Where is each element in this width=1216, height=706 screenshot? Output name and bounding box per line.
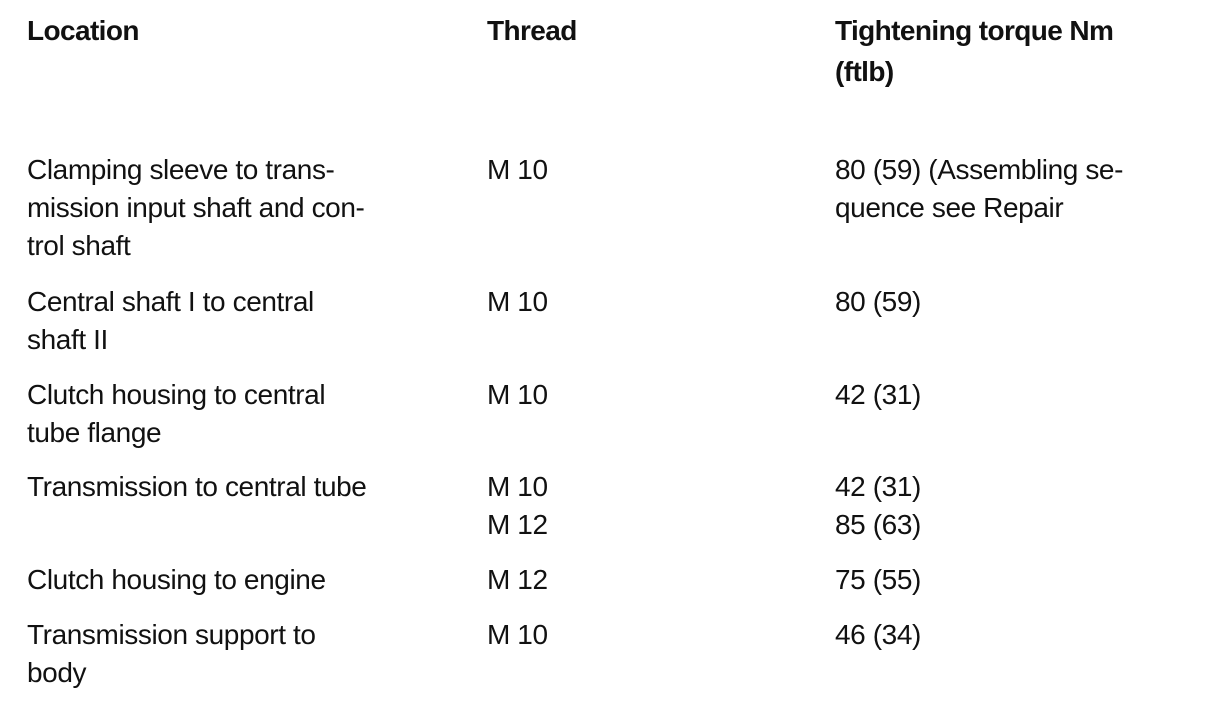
table-cell: 42 (31)	[835, 379, 921, 410]
table-cell: M 10	[487, 154, 548, 185]
table-cell: mission input shaft and con-	[27, 192, 365, 223]
table-cell: trol shaft	[27, 230, 131, 261]
table-cell: M 10	[487, 471, 548, 502]
table-cell: 80 (59)	[835, 286, 921, 317]
column-header: (ftlb)	[835, 56, 894, 87]
table-cell: Transmission to central tube	[27, 471, 367, 502]
table-cell: 42 (31)	[835, 471, 921, 502]
table-cell: Clutch housing to central	[27, 379, 326, 410]
table-cell: tube flange	[27, 417, 162, 448]
table-cell: shaft II	[27, 324, 108, 355]
table-cell: 75 (55)	[835, 564, 921, 595]
column-header: Tightening torque Nm	[835, 15, 1114, 46]
table-cell: 46 (34)	[835, 619, 921, 650]
table-cell: body	[27, 657, 87, 688]
table-cell: M 12	[487, 509, 548, 540]
table-cell: 80 (59) (Assembling se-	[835, 154, 1124, 185]
table-cell: M 12	[487, 564, 548, 595]
table-cell: quence see Repair	[835, 192, 1064, 223]
column-header: Location	[27, 15, 139, 46]
table-cell: Clamping sleeve to trans-	[27, 154, 335, 185]
table-cell: 85 (63)	[835, 509, 921, 540]
table-cell: M 10	[487, 286, 548, 317]
column-header: Thread	[487, 15, 577, 46]
table-cell: Transmission support to	[27, 619, 316, 650]
table-cell: Central shaft I to central	[27, 286, 314, 317]
table-cell: Clutch housing to engine	[27, 564, 326, 595]
table-cell: M 10	[487, 619, 548, 650]
table-cell: M 10	[487, 379, 548, 410]
